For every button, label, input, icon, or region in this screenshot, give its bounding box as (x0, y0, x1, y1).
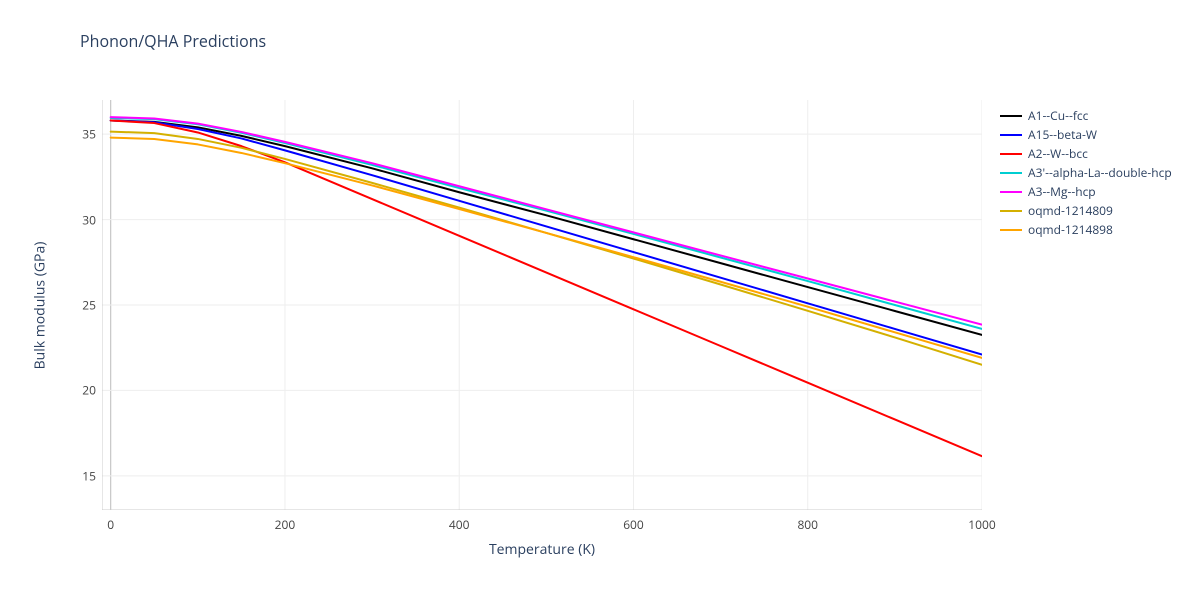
legend-swatch (1000, 172, 1022, 174)
legend-item[interactable]: A15--beta-W (1000, 125, 1172, 144)
legend-item[interactable]: A2--W--bcc (1000, 144, 1172, 163)
legend-item[interactable]: oqmd-1214898 (1000, 220, 1172, 239)
legend-swatch (1000, 210, 1022, 212)
legend-item[interactable]: A3'--alpha-La--double-hcp (1000, 163, 1172, 182)
legend-label: oqmd-1214898 (1028, 221, 1113, 238)
legend-swatch (1000, 153, 1022, 155)
y-tick-label: 20 (74, 382, 96, 399)
legend-swatch (1000, 229, 1022, 231)
y-axis-label: Bulk modulus (GPa) (30, 100, 50, 510)
x-tick-label: 800 (797, 516, 818, 533)
legend-label: A15--beta-W (1028, 126, 1097, 143)
legend-label: A1--Cu--fcc (1028, 107, 1088, 124)
x-tick-label: 400 (449, 516, 470, 533)
legend-swatch (1000, 134, 1022, 136)
legend: A1--Cu--fcc A15--beta-W A2--W--bcc A3'--alp… (1000, 106, 1172, 239)
plot-svg (102, 100, 982, 510)
x-axis-label: Temperature (K) (102, 540, 982, 559)
y-tick-label: 35 (74, 126, 96, 143)
legend-label: oqmd-1214809 (1028, 202, 1113, 219)
legend-label: A3'--alpha-La--double-hcp (1028, 164, 1172, 181)
x-tick-label: 200 (275, 516, 296, 533)
series-line[interactable] (111, 118, 982, 329)
y-tick-label: 30 (74, 211, 96, 228)
x-tick-label: 0 (107, 516, 114, 533)
legend-item[interactable]: oqmd-1214809 (1000, 201, 1172, 220)
legend-label: A2--W--bcc (1028, 145, 1088, 162)
x-tick-label: 600 (623, 516, 644, 533)
series-line[interactable] (111, 121, 982, 457)
y-axis-label-text: Bulk modulus (GPa) (31, 241, 50, 369)
y-tick-label: 25 (74, 297, 96, 314)
chart-title: Phonon/QHA Predictions (80, 30, 266, 52)
legend-swatch (1000, 191, 1022, 193)
plot-area (102, 100, 982, 510)
legend-item[interactable]: A1--Cu--fcc (1000, 106, 1172, 125)
legend-swatch (1000, 115, 1022, 117)
y-tick-label: 15 (74, 467, 96, 484)
x-tick-label: 1000 (968, 516, 995, 533)
series-line[interactable] (111, 132, 982, 365)
legend-item[interactable]: A3--Mg--hcp (1000, 182, 1172, 201)
legend-label: A3--Mg--hcp (1028, 183, 1096, 200)
